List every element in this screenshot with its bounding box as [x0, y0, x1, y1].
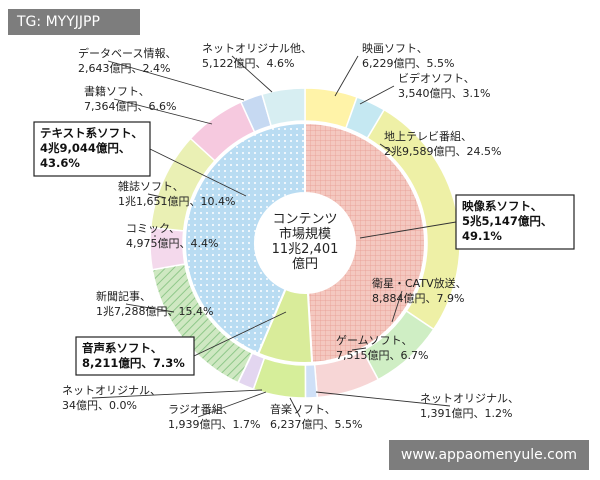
outer-label-5: ネットオリジナル、 1,391億円、1.2%: [315, 391, 519, 420]
outer-label-text: 7,515億円、6.7%: [336, 349, 428, 362]
leader-line: [125, 303, 175, 313]
outer-label-2: 地上テレビ番組、 2兆9,589億円、24.5%: [379, 130, 501, 158]
outer-label-text: 衛星・CATV放送、: [372, 276, 467, 290]
leader-line: [289, 397, 301, 418]
outer-label-text: ラジオ番組、: [168, 403, 234, 416]
outer-label-7: ラジオ番組、 1,939億円、1.7%: [168, 391, 267, 431]
outer-label-text: ネットオリジナル他、: [202, 42, 312, 55]
outer-label-8: ネットオリジナル、 34億円、0.0%: [62, 384, 263, 412]
outer-label-text: 3,540億円、3.1%: [398, 87, 490, 100]
outer-label-text: コミック、: [126, 222, 180, 235]
outer-label-text: 5,122億円、4.6%: [202, 57, 294, 70]
outer-label-text: 34億円、0.0%: [62, 399, 137, 412]
outer-slice-5: [304, 363, 319, 399]
callout-text: 43.6%: [40, 156, 80, 170]
center-label-line: コンテンツ: [272, 212, 337, 227]
outer-label-text: 映画ソフト、: [362, 42, 428, 55]
center-label-line: 11兆2,401: [272, 242, 339, 257]
outer-label-text: ネットオリジナル、: [420, 392, 519, 405]
callout-text: 8,211億円、7.3%: [82, 356, 185, 370]
outer-label-text: 2,643億円、2.4%: [78, 62, 170, 75]
leader-line: [351, 347, 367, 351]
callout-text: 4兆9,044億円、: [40, 141, 130, 155]
outer-label-text: ビデオソフト、: [398, 71, 475, 85]
outer-label-text: 4,975億円、4.4%: [126, 237, 218, 250]
outer-label-text: データベース情報、: [78, 46, 176, 60]
inner-callout-2: テキスト系ソフト、4兆9,044億円、43.6%: [33, 121, 247, 197]
inner-callout-0: 映像系ソフト、5兆5,147億円、49.1%: [359, 194, 575, 250]
outer-label-1: ビデオソフト、 3,540億円、3.1%: [359, 71, 490, 105]
outer-label-10: コミック、 4,975億円、4.4%: [126, 222, 218, 250]
outer-label-3: 衛星・CATV放送、 8,884億円、7.9%: [372, 276, 467, 323]
outer-label-text: 地上テレビ番組、: [384, 130, 472, 143]
outer-label-text: 1,939億円、1.7%: [168, 418, 260, 431]
outer-label-text: 1兆7,288億円、15.4%: [96, 305, 213, 318]
callout-text: 映像系ソフト、: [462, 199, 542, 213]
outer-label-14: ネットオリジナル他、 5,122億円、4.6%: [202, 42, 312, 93]
outer-label-0: 映画ソフト、 6,229億円、5.5%: [334, 42, 454, 97]
center-disc: [257, 195, 353, 291]
callout-box: [33, 121, 151, 177]
outer-label-text: 音楽ソフト、: [270, 402, 336, 416]
leader-line: [315, 391, 451, 407]
center-label-line: 市場規模: [279, 226, 331, 242]
callout-box: [455, 194, 575, 250]
outer-label-text: 6,237億円、5.5%: [270, 418, 362, 431]
callout-leader: [149, 148, 247, 197]
callout-box: [75, 336, 195, 376]
callout-text: 5兆5,147億円、: [462, 214, 552, 228]
outer-label-text: 1兆1,651億円、10.4%: [118, 195, 235, 208]
leader-line: [147, 193, 167, 199]
leader-line: [379, 143, 393, 153]
outer-label-4: ゲームソフト、 7,515億円、6.7%: [336, 334, 428, 362]
outer-label-text: 6,229億円、5.5%: [362, 57, 454, 70]
leader-line: [359, 85, 395, 105]
outer-label-text: 8,884億円、7.9%: [372, 292, 464, 305]
outer-label-text: ネットオリジナル、: [62, 384, 161, 397]
leader-line: [91, 389, 263, 399]
callout-text: テキスト系ソフト、: [40, 126, 143, 140]
outer-label-13: データベース情報、 2,643億円、2.4%: [78, 46, 245, 101]
leader-line: [334, 55, 359, 97]
center-label-line: 億円: [292, 256, 318, 272]
leader-line: [107, 60, 245, 101]
outer-slice-14: [261, 87, 306, 127]
inner-callout-1: 音声系ソフト、8,211億円、7.3%: [75, 311, 287, 376]
outer-label-11: 雑誌ソフト、 1兆1,651億円、10.4%: [118, 179, 235, 208]
leader-line: [197, 391, 267, 418]
source-tag: TG: MYYJJPP: [8, 9, 140, 35]
outer-label-text: 書籍ソフト、: [84, 84, 150, 98]
leader-line: [391, 290, 403, 323]
callouts-layer: 映画ソフト、 6,229億円、5.5%ビデオソフト、 3,540億円、3.1% 地上テ…: [33, 42, 575, 431]
watermark: www.appaomenyule.com: [389, 440, 589, 470]
outer-label-12: 書籍ソフト、 7,364億円、6.6%: [84, 84, 213, 125]
outer-label-text: ゲームソフト、: [336, 334, 412, 347]
outer-label-9: 新聞記事、 1兆7,288億円、15.4%: [96, 289, 213, 318]
callout-text: 音声系ソフト、: [82, 341, 162, 355]
outer-label-6: 音楽ソフト、 6,237億円、5.5%: [270, 397, 362, 431]
callout-text: 49.1%: [462, 229, 502, 243]
callout-leader: [359, 221, 457, 239]
outer-label-text: 新聞記事、: [96, 289, 151, 303]
inner-slice-0: [304, 121, 426, 364]
leader-line: [113, 98, 213, 125]
outer-label-text: 1,391億円、1.2%: [420, 407, 512, 420]
outer-label-text: 雑誌ソフト、: [118, 179, 184, 193]
outer-label-text: 7,364億円、6.6%: [84, 100, 176, 113]
callout-leader: [193, 311, 287, 357]
outer-label-text: 2兆9,589億円、24.5%: [384, 145, 501, 158]
leader-line: [231, 55, 273, 93]
